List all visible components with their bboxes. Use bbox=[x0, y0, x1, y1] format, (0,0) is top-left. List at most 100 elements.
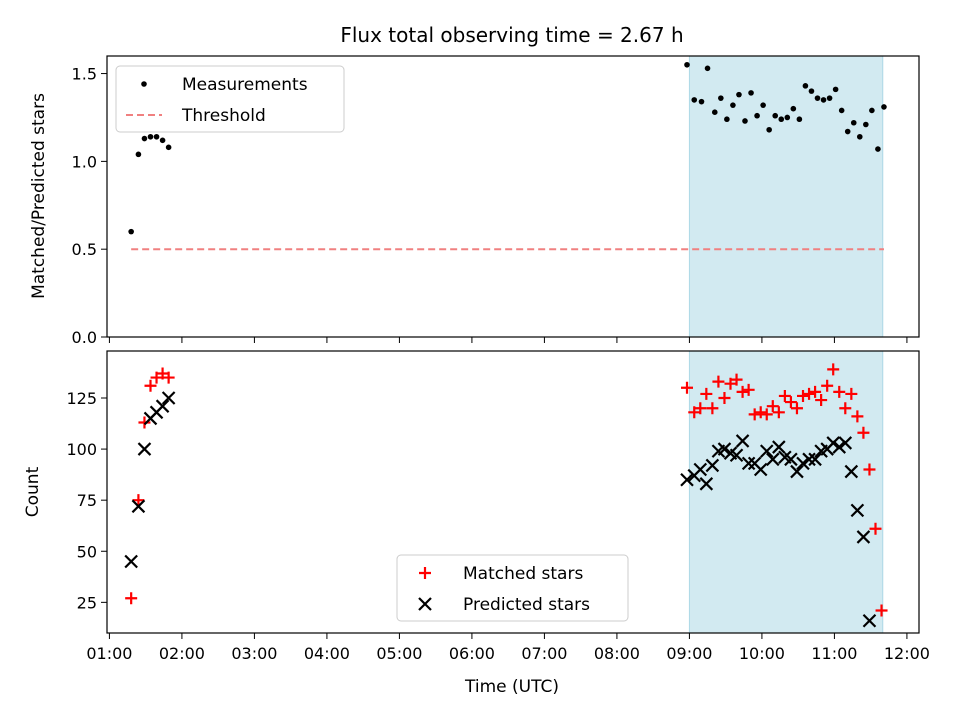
measurement-point bbox=[790, 105, 797, 112]
predicted-star-point bbox=[766, 452, 780, 467]
predicted-star-point bbox=[753, 462, 768, 477]
matched-star-point bbox=[156, 367, 169, 380]
measurement-point bbox=[730, 102, 736, 108]
count-panel: 25 50 75 100 125 01:00 02:00 03:00 04:00 05:00 06:… bbox=[66, 350, 930, 663]
predicted-star-point bbox=[838, 436, 853, 450]
predicted-star-point bbox=[790, 464, 804, 479]
y-tick-label: 0.0 bbox=[72, 328, 97, 347]
measurement-point bbox=[802, 83, 809, 89]
predicted-star-point bbox=[796, 456, 810, 471]
predicted-star-point bbox=[759, 444, 774, 458]
y-tick-label: 125 bbox=[66, 389, 97, 408]
matched-star-point bbox=[688, 406, 701, 419]
y-tick-label: 0.5 bbox=[72, 240, 97, 259]
predicted-star-point bbox=[137, 442, 152, 456]
matched-star-point bbox=[839, 402, 852, 415]
y-tick-label: 100 bbox=[66, 440, 97, 459]
legend-label: Matched stars bbox=[463, 564, 583, 584]
matched-star-point bbox=[778, 389, 791, 402]
x-tick-label: 07:00 bbox=[521, 644, 567, 663]
measurement-point bbox=[718, 95, 724, 101]
matched-star-point bbox=[706, 402, 719, 415]
measurement-point bbox=[165, 144, 172, 151]
matched-star-point bbox=[851, 410, 864, 423]
measurement-point bbox=[698, 98, 705, 105]
measurement-point bbox=[772, 112, 779, 119]
matched-star-point bbox=[766, 400, 779, 413]
matched-star-point bbox=[875, 604, 888, 617]
predicted-star-point bbox=[131, 499, 146, 514]
matched-star-point bbox=[748, 408, 761, 421]
measurement-point bbox=[724, 116, 730, 123]
matched-star-point bbox=[869, 522, 882, 535]
measurement-point bbox=[808, 88, 815, 94]
x-tick-label: 05:00 bbox=[376, 644, 422, 663]
legend-predicted-key bbox=[418, 597, 432, 611]
measurement-point bbox=[704, 65, 711, 72]
measurement-point bbox=[748, 90, 754, 96]
measurement-point bbox=[820, 97, 827, 103]
predicted-star-point bbox=[699, 477, 714, 491]
measurement-point bbox=[153, 133, 160, 140]
time-x-axis-label: Time (UTC) bbox=[464, 677, 559, 697]
y-tick-label: 1.5 bbox=[72, 65, 97, 84]
measurement-point bbox=[159, 137, 166, 144]
matched-star-point bbox=[724, 377, 737, 390]
predicted-star-point bbox=[850, 503, 865, 518]
y-tick-label: 25 bbox=[77, 593, 97, 612]
plot-frame bbox=[106, 350, 920, 634]
predicted-star-point bbox=[741, 456, 756, 471]
predicted-star-point bbox=[735, 434, 750, 448]
legend-matched-key bbox=[419, 567, 431, 579]
predicted-star-point bbox=[784, 452, 798, 467]
predicted-star-point bbox=[717, 442, 732, 456]
measurement-point bbox=[691, 97, 698, 103]
matched-star-point bbox=[857, 426, 870, 439]
predicted-star-point bbox=[802, 452, 816, 467]
y-tick-label: 75 bbox=[77, 491, 97, 510]
matched-star-point bbox=[809, 385, 822, 398]
y-tick-label: 50 bbox=[77, 542, 97, 561]
ratio-panel: 0.0 0.5 1.0 1.5 Measurements Threshold bbox=[72, 55, 920, 347]
predicted-star-point bbox=[856, 530, 871, 544]
measurement-point bbox=[128, 228, 134, 235]
legend-label: Predicted stars bbox=[463, 595, 590, 615]
matched-star-point bbox=[144, 379, 157, 392]
measurement-point bbox=[875, 146, 881, 152]
predicted-star-point bbox=[155, 399, 170, 413]
observing-interval-shade bbox=[688, 55, 884, 338]
chart-title: Flux total observing time = 2.67 h bbox=[340, 23, 683, 47]
x-tick-label: 02:00 bbox=[159, 644, 205, 663]
measurement-point bbox=[760, 102, 766, 108]
predicted-star-point bbox=[680, 472, 694, 487]
measurement-point bbox=[784, 114, 791, 121]
predicted-star-point bbox=[862, 613, 877, 628]
legend-label: Threshold bbox=[181, 106, 266, 126]
measurement-point bbox=[838, 107, 845, 114]
measurement-point bbox=[814, 95, 821, 101]
matched-star-point bbox=[736, 385, 749, 398]
predicted-star-point bbox=[161, 391, 176, 405]
legend-box bbox=[396, 554, 629, 622]
measurement-point bbox=[826, 95, 833, 101]
matched-star-point bbox=[125, 592, 138, 605]
matched-star-point bbox=[863, 463, 876, 476]
matched-star-point bbox=[150, 371, 163, 384]
measurement-point bbox=[869, 107, 875, 114]
matched-star-point bbox=[827, 363, 840, 376]
matched-star-point bbox=[718, 392, 731, 404]
measurement-point bbox=[711, 109, 718, 115]
x-tick-label: 06:00 bbox=[449, 644, 495, 663]
matched-star-point bbox=[803, 387, 816, 400]
x-tick-label: 03:00 bbox=[231, 644, 277, 663]
measurement-point bbox=[135, 151, 142, 158]
plot-frame bbox=[106, 55, 920, 338]
matched-star-point bbox=[694, 402, 707, 415]
measurement-point bbox=[141, 135, 148, 142]
matched-star-point bbox=[700, 387, 713, 400]
x-tick-label: 08:00 bbox=[594, 644, 640, 663]
matched-star-point bbox=[821, 379, 834, 392]
predicted-star-point bbox=[808, 452, 822, 467]
matched-star-point bbox=[784, 396, 797, 409]
